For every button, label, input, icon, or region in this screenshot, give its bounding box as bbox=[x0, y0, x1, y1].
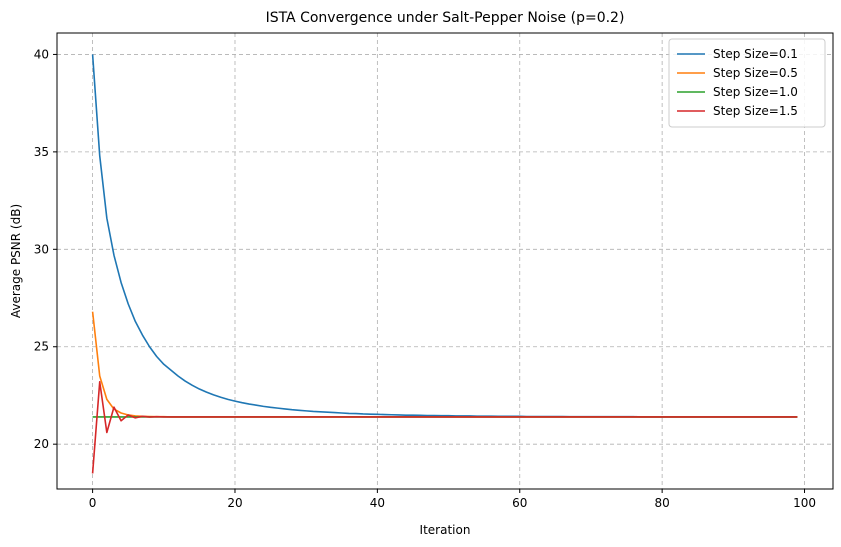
chart-title: ISTA Convergence under Salt-Pepper Noise… bbox=[266, 10, 625, 26]
series-lines bbox=[91, 54, 798, 474]
legend: Step Size=0.1 Step Size=0.5 Step Size=1.0 S… bbox=[668, 38, 826, 128]
legend-label: Step Size=1.5 bbox=[713, 104, 798, 118]
y-tick-label: 25 bbox=[34, 340, 49, 354]
x-tick-label: 20 bbox=[227, 496, 242, 510]
x-tick-label: 60 bbox=[512, 496, 527, 510]
y-tick-label: 20 bbox=[34, 437, 49, 451]
x-axis: 0 20 40 60 80 100 bbox=[89, 489, 816, 510]
x-axis-label: Iteration bbox=[420, 523, 471, 537]
y-tick-label: 40 bbox=[34, 47, 49, 61]
series-line bbox=[91, 381, 798, 474]
y-axis-label: Average PSNR (dB) bbox=[9, 204, 23, 318]
grid bbox=[57, 33, 833, 489]
x-tick-label: 0 bbox=[89, 496, 97, 510]
x-tick-label: 100 bbox=[793, 496, 816, 510]
series-line bbox=[91, 311, 798, 418]
y-tick-label: 30 bbox=[34, 242, 49, 256]
legend-box bbox=[668, 38, 826, 128]
legend-label: Step Size=0.1 bbox=[713, 47, 798, 61]
x-tick-label: 40 bbox=[370, 496, 385, 510]
legend-label: Step Size=0.5 bbox=[713, 66, 798, 80]
legend-label: Step Size=1.0 bbox=[713, 85, 798, 99]
plot-frame bbox=[56, 32, 834, 490]
y-axis: 20 25 30 35 40 bbox=[34, 47, 57, 451]
x-tick-label: 80 bbox=[654, 496, 669, 510]
y-tick-label: 35 bbox=[34, 145, 49, 159]
